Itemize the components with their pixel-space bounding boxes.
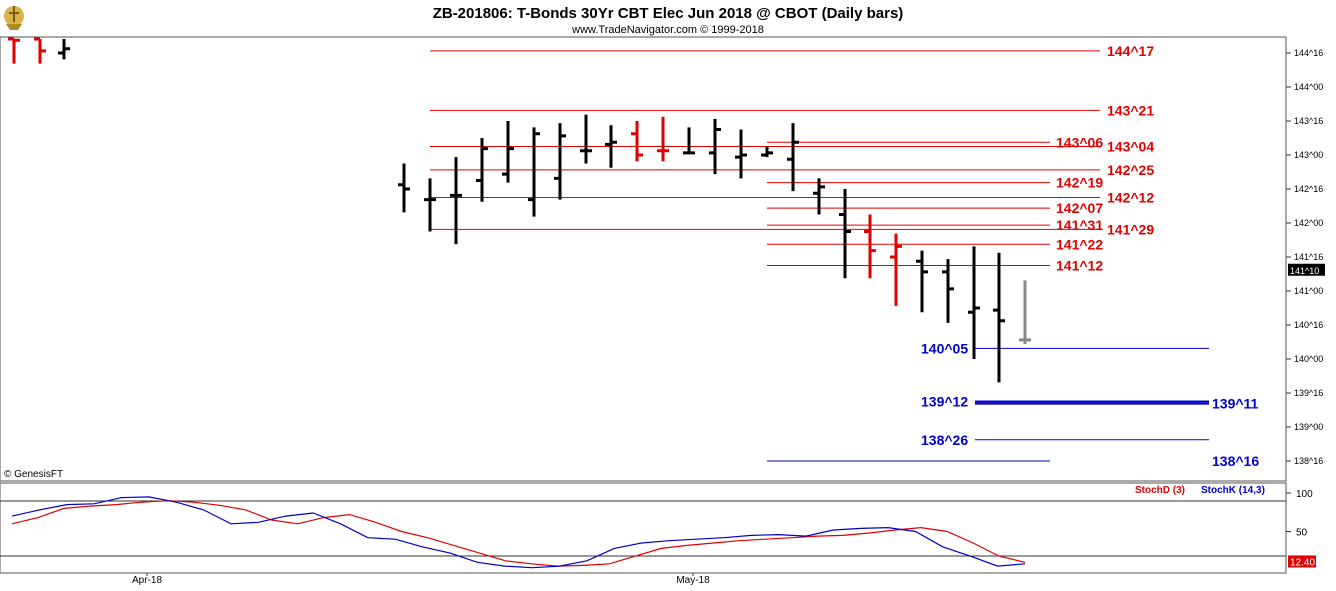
resistance-label: 141^12 <box>1056 258 1103 274</box>
resistance-label: 142^12 <box>1107 190 1154 206</box>
legend-stochk: StochK (14,3) <box>1201 485 1265 496</box>
y-tick-label: 142^00 <box>1294 218 1323 228</box>
stochd-line <box>11 500 1026 567</box>
y-tick-label: 143^16 <box>1294 116 1323 126</box>
stoch-last-box <box>1288 555 1316 568</box>
y-tick-label: 141^00 <box>1294 286 1323 296</box>
level-lines <box>430 50 1209 462</box>
chart-subtitle: www.TradeNavigator.com © 1999-2018 <box>571 24 764 36</box>
stoch-tick-label: 100 <box>1296 489 1313 500</box>
main-panel <box>0 36 1287 482</box>
stochastic-panel <box>0 482 1287 574</box>
support-label: 140^05 <box>921 340 968 356</box>
y-tick-label: 140^16 <box>1294 320 1323 330</box>
x-label-may: May-18 <box>676 575 710 586</box>
support-label: 138^26 <box>921 432 968 448</box>
support-label: 138^16 <box>1212 453 1259 469</box>
grid-layer <box>146 573 694 576</box>
x-label-apr: Apr-18 <box>132 575 162 586</box>
resistance-label: 141^22 <box>1056 236 1103 252</box>
y-tick-label: 139^16 <box>1294 388 1323 398</box>
resistance-label: 143^06 <box>1056 134 1103 150</box>
stoch-tick-label: 50 <box>1296 528 1308 539</box>
stochk-line <box>11 496 1026 569</box>
resistance-label: 143^21 <box>1107 102 1154 118</box>
y-tick-label: 139^00 <box>1294 422 1323 432</box>
y-tick-label: 144^00 <box>1294 82 1323 92</box>
resistance-label: 142^25 <box>1107 162 1154 178</box>
y-tick-label: 143^00 <box>1294 150 1323 160</box>
y-axis: 144^16 144^00 143^16 143^00 142^16 142^00 141^… <box>1286 48 1325 466</box>
last-price-label: 141^10 <box>1290 266 1319 276</box>
last-price-box <box>1288 263 1325 276</box>
resistance-label: 141^31 <box>1056 217 1103 233</box>
y-tick-label: 142^16 <box>1294 184 1323 194</box>
resistance-label: 142^19 <box>1056 175 1103 191</box>
legend-stochd: StochD (3) <box>1135 485 1185 496</box>
support-label: 139^11 <box>1212 396 1259 412</box>
copyright-text: © GenesisFT <box>4 469 63 480</box>
chart-title: ZB-201806: T-Bonds 30Yr CBT Elec Jun 201… <box>433 5 904 22</box>
y-tick-label: 144^16 <box>1294 48 1323 58</box>
stochastic-lines: 100 50 12.40 <box>11 489 1316 569</box>
ohlc-bars <box>8 37 1031 383</box>
support-label: 139^12 <box>921 394 968 410</box>
resistance-label: 141^29 <box>1107 221 1154 237</box>
resistance-label: 142^07 <box>1056 200 1103 216</box>
logo-icon <box>4 6 24 30</box>
resistance-label: 143^04 <box>1107 139 1154 155</box>
resistance-label: 144^17 <box>1107 43 1154 59</box>
y-tick-label: 140^00 <box>1294 354 1323 364</box>
stoch-last-label: 12.40 <box>1290 557 1315 568</box>
y-tick-label: 141^16 <box>1294 252 1323 262</box>
y-tick-label: 138^16 <box>1294 456 1323 466</box>
